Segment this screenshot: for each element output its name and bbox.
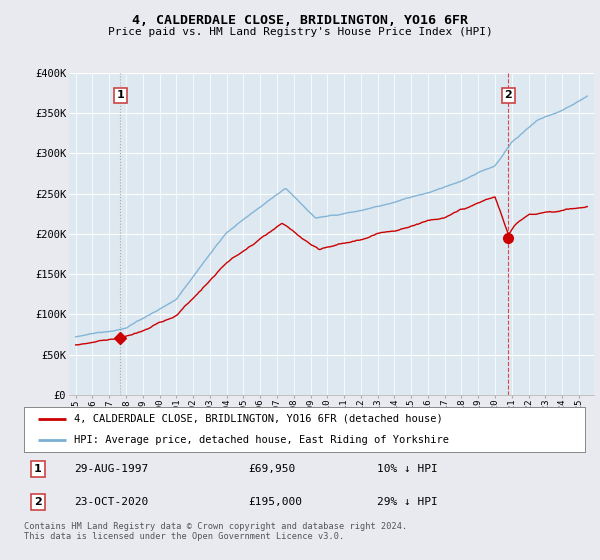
Text: Price paid vs. HM Land Registry's House Price Index (HPI): Price paid vs. HM Land Registry's House … xyxy=(107,27,493,37)
Text: 23-OCT-2020: 23-OCT-2020 xyxy=(74,497,149,507)
Text: 1: 1 xyxy=(34,464,42,474)
Text: 4, CALDERDALE CLOSE, BRIDLINGTON, YO16 6FR (detached house): 4, CALDERDALE CLOSE, BRIDLINGTON, YO16 6… xyxy=(74,414,443,424)
Text: 2: 2 xyxy=(505,90,512,100)
Text: £69,950: £69,950 xyxy=(248,464,296,474)
Text: £195,000: £195,000 xyxy=(248,497,302,507)
Text: 10% ↓ HPI: 10% ↓ HPI xyxy=(377,464,438,474)
Text: 1: 1 xyxy=(116,90,124,100)
Text: 29% ↓ HPI: 29% ↓ HPI xyxy=(377,497,438,507)
Text: 4, CALDERDALE CLOSE, BRIDLINGTON, YO16 6FR: 4, CALDERDALE CLOSE, BRIDLINGTON, YO16 6… xyxy=(132,14,468,27)
Text: HPI: Average price, detached house, East Riding of Yorkshire: HPI: Average price, detached house, East… xyxy=(74,435,449,445)
Text: Contains HM Land Registry data © Crown copyright and database right 2024.
This d: Contains HM Land Registry data © Crown c… xyxy=(24,522,407,542)
Text: 2: 2 xyxy=(34,497,42,507)
Text: 29-AUG-1997: 29-AUG-1997 xyxy=(74,464,149,474)
